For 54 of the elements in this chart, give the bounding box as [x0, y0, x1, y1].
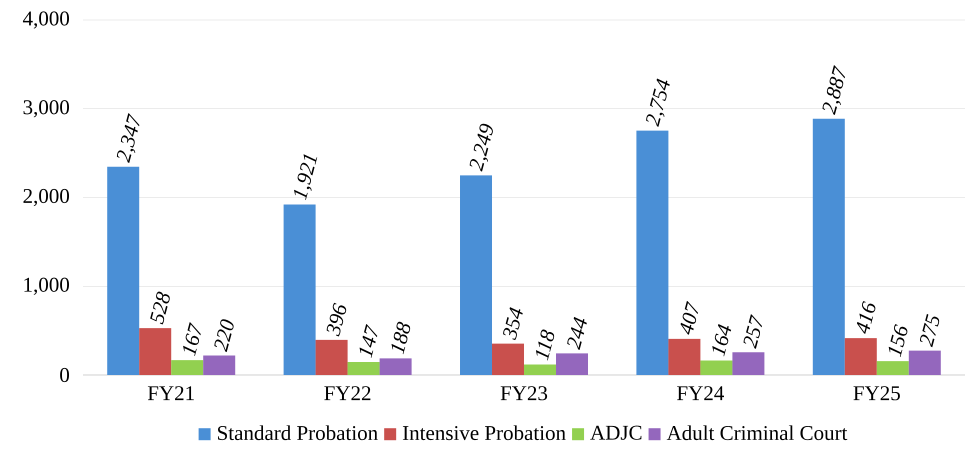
data-label: 354: [503, 307, 523, 340]
data-label: 2,249: [470, 124, 493, 172]
data-label: 528: [150, 292, 170, 324]
bar: [203, 355, 236, 375]
bar: [732, 352, 764, 375]
data-label: 407: [680, 300, 698, 335]
legend-label: Standard Probation: [218, 425, 378, 440]
bar: [380, 358, 412, 375]
data-label: 2,887: [822, 65, 846, 116]
x-tick-label: FY24: [677, 386, 724, 400]
data-label: 188: [392, 322, 410, 354]
y-tick-label: 4,000: [22, 11, 70, 29]
bar: [492, 344, 524, 375]
bar: [812, 118, 845, 375]
data-label: 156: [888, 324, 908, 358]
data-label: 396: [326, 302, 346, 336]
data-label: 275: [920, 314, 940, 348]
bar: [348, 362, 380, 375]
bar: [908, 350, 941, 375]
y-tick-label: 1,000: [24, 278, 70, 295]
x-tick-label: FY25: [853, 386, 900, 400]
bar: [171, 360, 204, 375]
bar: [844, 338, 877, 375]
data-label: 220: [214, 319, 234, 352]
bar: [316, 340, 348, 375]
data-label: 118: [536, 330, 554, 360]
data-label: 416: [856, 300, 876, 334]
bar: [636, 130, 668, 375]
y-tick-label: 0: [60, 368, 70, 382]
bar: [700, 360, 732, 375]
bar: [284, 204, 316, 375]
bar: [107, 166, 140, 375]
bar: [556, 353, 588, 375]
x-tick-label: FY22: [324, 386, 370, 400]
bar: [668, 338, 700, 375]
x-tick-label: FY23: [500, 386, 548, 400]
y-tick-label: 2,000: [23, 188, 70, 206]
legend-label: Intensive Probation: [402, 425, 566, 440]
data-label: 147: [360, 324, 378, 358]
data-label: 164: [712, 324, 732, 356]
y-tick-label: 3,000: [24, 100, 70, 118]
bar: [139, 328, 172, 375]
data-label: 1,921: [294, 154, 318, 200]
data-label: 167: [183, 322, 201, 356]
data-label: 244: [567, 316, 587, 350]
bar: [460, 175, 492, 375]
data-label: 257: [744, 314, 762, 349]
data-label: 2,347: [116, 113, 140, 163]
bar: [524, 364, 556, 375]
legend-label: ADJC: [590, 426, 642, 440]
legend-label: Adult Criminal Court: [666, 425, 848, 440]
data-label: 2,754: [646, 78, 670, 127]
bar: [876, 361, 909, 375]
x-tick-label: FY21: [148, 386, 194, 400]
